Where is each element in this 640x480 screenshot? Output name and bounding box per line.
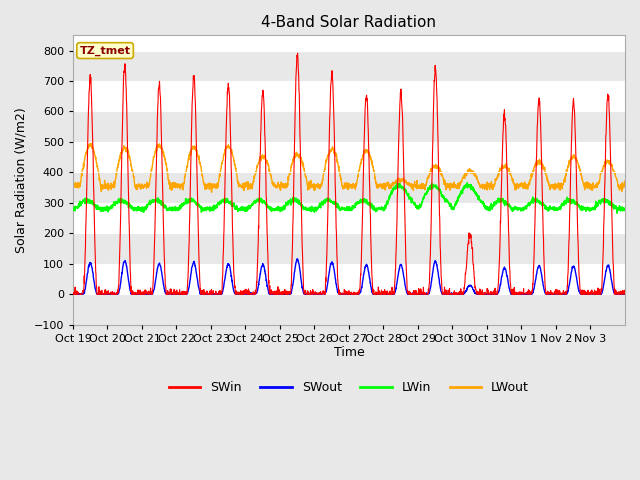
Y-axis label: Solar Radiation (W/m2): Solar Radiation (W/m2) — [15, 107, 28, 253]
Bar — [73, 172, 625, 203]
Bar — [73, 50, 625, 81]
Title: 4-Band Solar Radiation: 4-Band Solar Radiation — [262, 15, 436, 30]
Bar — [73, 294, 625, 324]
Legend: SWin, SWout, LWin, LWout: SWin, SWout, LWin, LWout — [164, 376, 534, 399]
Text: TZ_tmet: TZ_tmet — [79, 46, 131, 56]
Bar — [73, 111, 625, 142]
X-axis label: Time: Time — [333, 347, 364, 360]
Bar — [73, 233, 625, 264]
